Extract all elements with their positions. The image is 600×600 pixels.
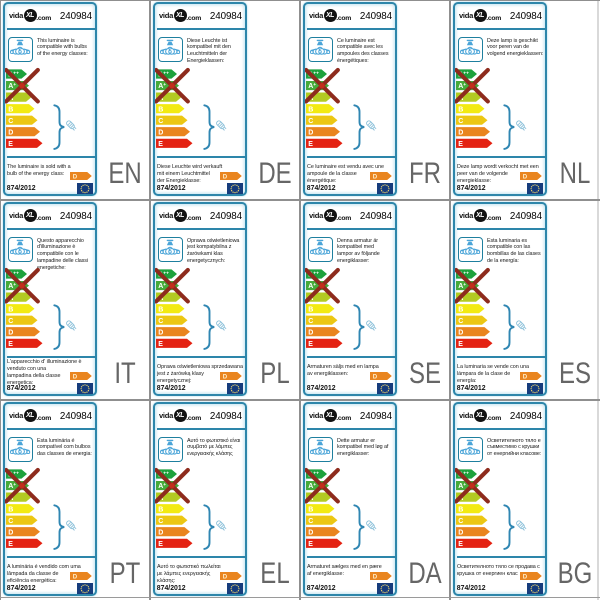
svg-text:A+: A+ <box>308 83 316 90</box>
svg-text:E: E <box>308 341 313 348</box>
svg-text:E: E <box>158 141 163 148</box>
svg-text:B: B <box>8 306 13 313</box>
svg-text:A+: A+ <box>458 83 466 90</box>
svg-text:A+: A+ <box>458 483 466 490</box>
svg-text:A+: A+ <box>158 283 166 290</box>
svg-text:E: E <box>8 341 13 348</box>
svg-text:C: C <box>8 518 13 525</box>
svg-text:E: E <box>8 141 13 148</box>
svg-text:E: E <box>308 141 313 148</box>
svg-text:D: D <box>72 573 77 579</box>
svg-text:E: E <box>158 541 163 548</box>
svg-text:E: E <box>8 541 13 548</box>
svg-text:D: D <box>158 330 163 337</box>
svg-text:E: E <box>458 541 463 548</box>
svg-text:A+: A+ <box>158 83 166 90</box>
svg-text:C: C <box>458 318 463 325</box>
svg-text:B: B <box>8 106 13 113</box>
svg-text:B: B <box>158 506 163 513</box>
svg-text:B: B <box>158 306 163 313</box>
svg-text:B: B <box>458 506 463 513</box>
svg-text:C: C <box>8 118 13 125</box>
svg-text:D: D <box>308 130 313 137</box>
svg-text:D: D <box>222 173 227 179</box>
svg-text:D: D <box>8 530 13 537</box>
svg-text:D: D <box>522 173 527 179</box>
svg-text:A+: A+ <box>308 483 316 490</box>
svg-text:E: E <box>158 341 163 348</box>
svg-text:D: D <box>458 130 463 137</box>
svg-text:C: C <box>8 318 13 325</box>
svg-text:C: C <box>158 118 163 125</box>
svg-text:E: E <box>458 341 463 348</box>
svg-text:E: E <box>458 141 463 148</box>
svg-text:B: B <box>308 506 313 513</box>
svg-text:D: D <box>372 573 377 579</box>
svg-text:D: D <box>8 130 13 137</box>
svg-text:A+: A+ <box>458 283 466 290</box>
svg-text:D: D <box>522 373 527 379</box>
svg-text:A+: A+ <box>8 83 16 90</box>
svg-text:D: D <box>522 573 527 579</box>
svg-text:D: D <box>72 173 77 179</box>
svg-text:D: D <box>308 530 313 537</box>
svg-text:B: B <box>8 506 13 513</box>
svg-text:B: B <box>458 106 463 113</box>
svg-text:B: B <box>308 306 313 313</box>
svg-text:D: D <box>222 573 227 579</box>
svg-text:C: C <box>458 518 463 525</box>
svg-text:A+: A+ <box>158 483 166 490</box>
svg-text:C: C <box>158 318 163 325</box>
svg-text:D: D <box>458 530 463 537</box>
svg-text:D: D <box>372 173 377 179</box>
svg-text:D: D <box>8 330 13 337</box>
svg-text:C: C <box>308 118 313 125</box>
svg-text:B: B <box>458 306 463 313</box>
svg-text:D: D <box>158 130 163 137</box>
svg-text:A+: A+ <box>308 283 316 290</box>
svg-text:A+: A+ <box>8 483 16 490</box>
svg-text:E: E <box>308 541 313 548</box>
svg-text:D: D <box>158 530 163 537</box>
svg-text:B: B <box>308 106 313 113</box>
svg-text:B: B <box>158 106 163 113</box>
svg-text:C: C <box>158 518 163 525</box>
svg-text:D: D <box>372 373 377 379</box>
svg-text:D: D <box>458 330 463 337</box>
svg-text:C: C <box>458 118 463 125</box>
svg-text:A+: A+ <box>8 283 16 290</box>
svg-text:C: C <box>308 518 313 525</box>
svg-text:D: D <box>308 330 313 337</box>
svg-text:C: C <box>308 318 313 325</box>
svg-text:D: D <box>72 373 77 379</box>
svg-text:D: D <box>222 373 227 379</box>
